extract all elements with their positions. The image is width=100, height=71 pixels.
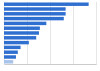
x-tick — [73, 2, 74, 64]
grid-line — [73, 2, 74, 64]
chart — [0, 0, 100, 71]
x-tick — [50, 2, 51, 64]
x-axis — [5, 2, 97, 65]
bar — [4, 22, 46, 25]
x-axis-line — [5, 2, 97, 65]
plot — [4, 2, 97, 65]
bar — [4, 46, 21, 49]
bar — [4, 60, 13, 63]
bars — [4, 2, 89, 63]
bar — [4, 17, 64, 20]
bar — [4, 26, 40, 29]
bar — [4, 2, 89, 5]
bar — [4, 41, 29, 44]
bar — [4, 12, 66, 15]
x-tick — [96, 2, 97, 64]
bar — [4, 55, 16, 58]
grid-line — [96, 2, 97, 64]
grid-line — [50, 2, 51, 64]
bar — [4, 50, 18, 53]
bar — [4, 31, 39, 34]
bar — [4, 36, 36, 39]
bar — [4, 7, 66, 10]
